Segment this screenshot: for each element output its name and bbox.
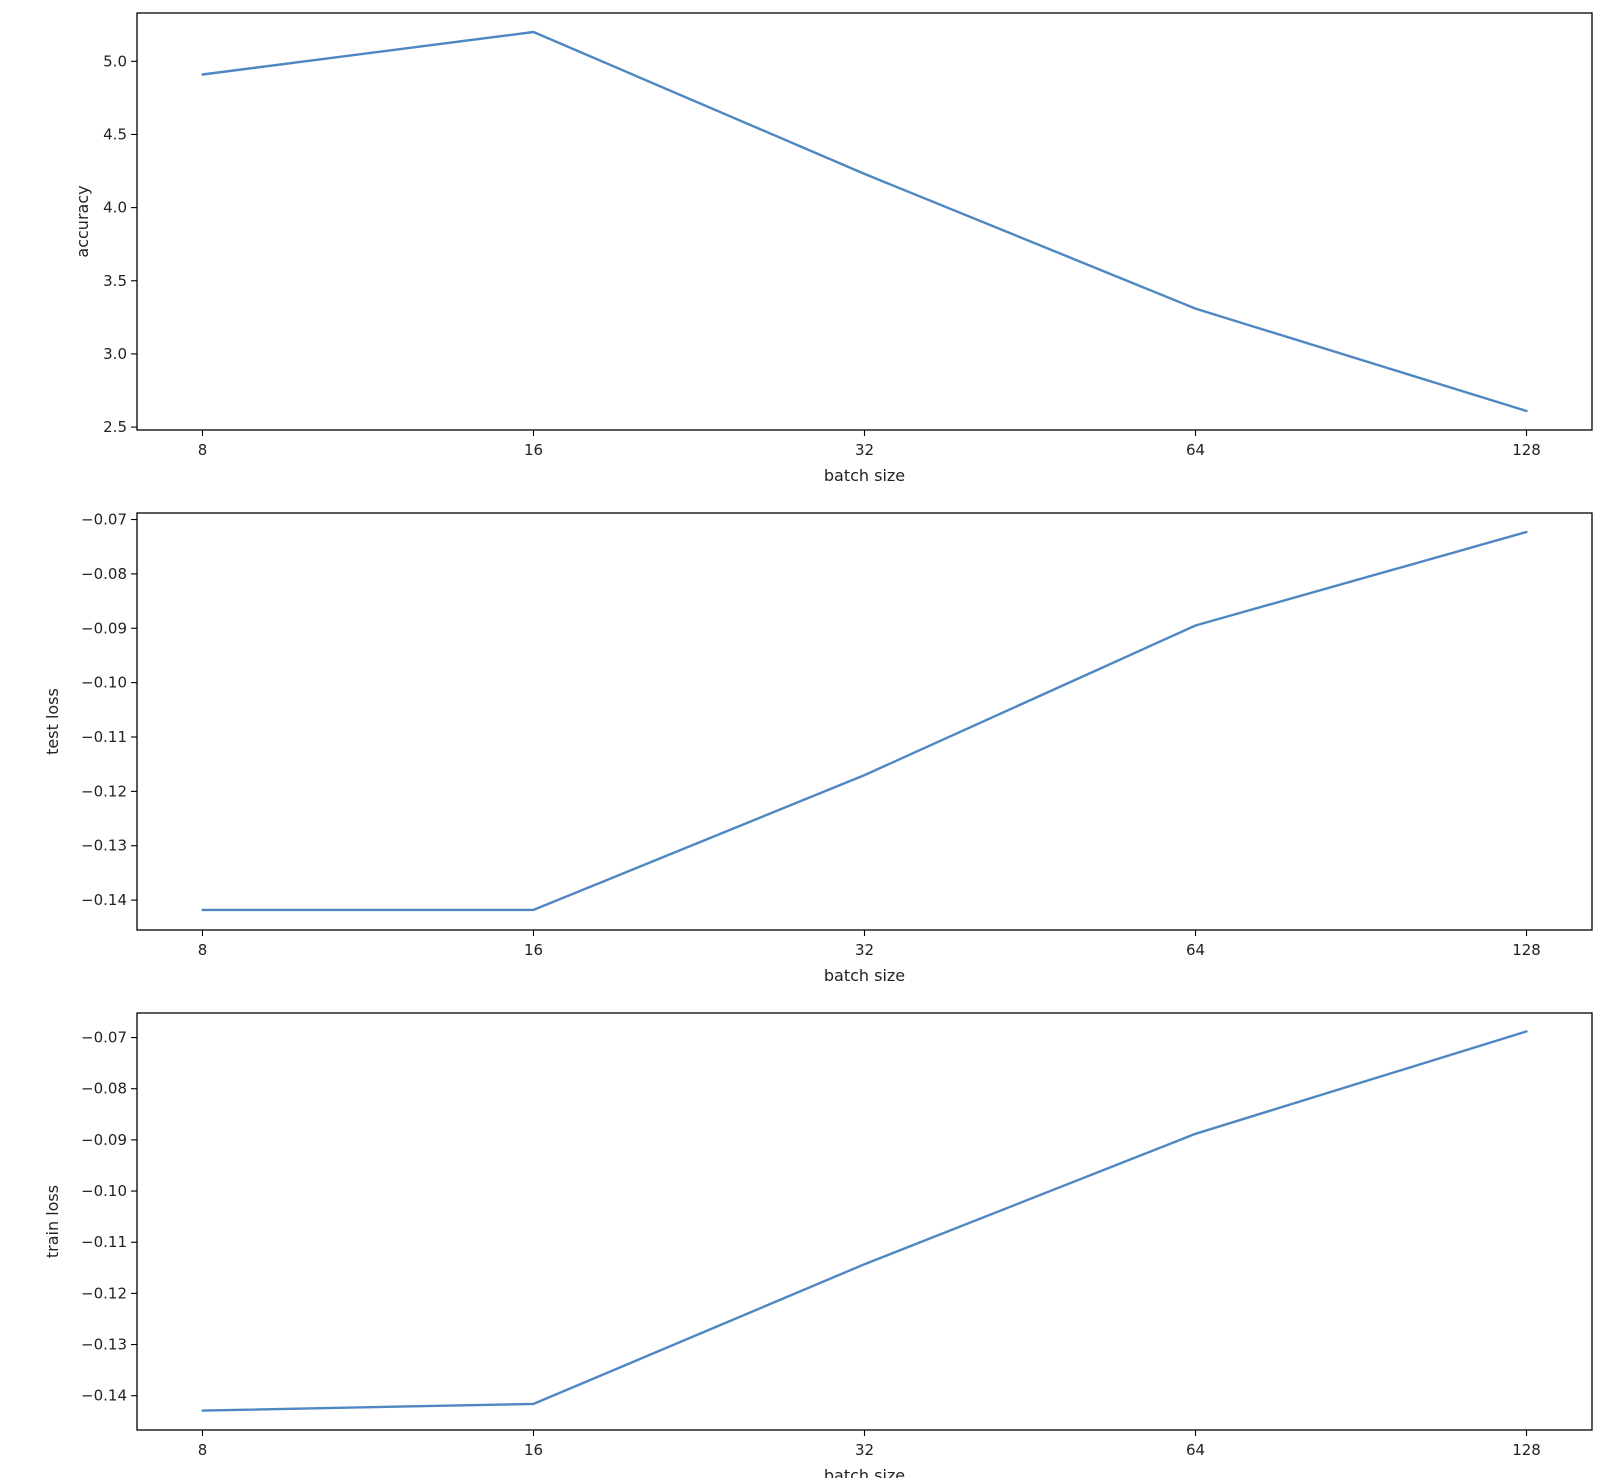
y-tick-label: −0.11 (81, 1233, 127, 1251)
series-group (201, 530, 1528, 912)
y-tick-label: −0.14 (81, 1387, 127, 1405)
y-tick-label: −0.11 (81, 728, 127, 746)
subplot-accuracy: 2.5 3.0 3.5 4.0 4.5 5.0 8 16 32 64 128 batch size… (73, 12, 1593, 485)
y-tick-label: 4.0 (103, 199, 127, 217)
series-line (201, 30, 1528, 413)
y-tick-label: −0.09 (81, 619, 127, 637)
y-axis: −0.14 −0.13 −0.12 −0.11 −0.10 −0.09 −0.08 −0.07 (81, 1029, 137, 1405)
x-tick-label: 32 (855, 941, 874, 959)
y-tick-label: −0.14 (81, 891, 127, 909)
x-tick-label: 64 (1186, 441, 1205, 459)
y-axis-label: train loss (43, 1185, 62, 1258)
x-axis-label: batch size (824, 1466, 905, 1478)
y-tick-label: −0.07 (81, 1029, 127, 1047)
y-tick-label: −0.10 (81, 674, 127, 692)
x-tick-label: 128 (1512, 1441, 1541, 1459)
x-axis: 8 16 32 64 128 (198, 430, 1541, 459)
y-tick-label: −0.10 (81, 1182, 127, 1200)
x-axis-label: batch size (824, 466, 905, 485)
series-line (201, 1030, 1528, 1412)
x-tick-label: 128 (1512, 441, 1541, 459)
y-tick-label: −0.07 (81, 511, 127, 529)
x-tick-label: 8 (198, 1441, 208, 1459)
x-tick-label: 16 (524, 1441, 543, 1459)
x-axis: 8 16 32 64 128 (198, 930, 1541, 959)
x-tick-label: 16 (524, 441, 543, 459)
y-tick-label: 3.0 (103, 345, 127, 363)
y-tick-label: 2.5 (103, 418, 127, 436)
y-tick-label: 3.5 (103, 272, 127, 290)
y-tick-label: −0.09 (81, 1131, 127, 1149)
x-axis-label: batch size (824, 966, 905, 985)
x-axis: 8 16 32 64 128 (198, 1430, 1541, 1459)
x-tick-label: 32 (855, 1441, 874, 1459)
x-tick-label: 64 (1186, 941, 1205, 959)
subplot-test-loss: −0.14 −0.13 −0.12 −0.11 −0.10 −0.09 −0.08 −0.07… (43, 511, 1593, 985)
y-axis-label: test loss (43, 688, 62, 755)
y-axis: 2.5 3.0 3.5 4.0 4.5 5.0 (103, 52, 137, 436)
x-tick-label: 8 (198, 941, 208, 959)
x-tick-label: 64 (1186, 1441, 1205, 1459)
y-tick-label: −0.08 (81, 565, 127, 583)
series-group (201, 30, 1528, 413)
series-line (201, 530, 1528, 912)
x-tick-label: 128 (1512, 941, 1541, 959)
y-tick-label: −0.08 (81, 1080, 127, 1098)
y-tick-label: −0.12 (81, 1284, 127, 1302)
subplot-train-loss: −0.14 −0.13 −0.12 −0.11 −0.10 −0.09 −0.08 −0.07… (43, 1012, 1593, 1478)
y-axis-label: accuracy (73, 185, 92, 257)
series-group (201, 1030, 1528, 1412)
y-tick-label: −0.13 (81, 837, 127, 855)
y-axis: −0.14 −0.13 −0.12 −0.11 −0.10 −0.09 −0.08 −0.07 (81, 511, 137, 909)
x-tick-label: 8 (198, 441, 208, 459)
y-tick-label: 4.5 (103, 125, 127, 143)
x-tick-label: 32 (855, 441, 874, 459)
x-tick-label: 16 (524, 941, 543, 959)
y-tick-label: −0.13 (81, 1336, 127, 1354)
y-tick-label: 5.0 (103, 52, 127, 70)
y-tick-label: −0.12 (81, 782, 127, 800)
